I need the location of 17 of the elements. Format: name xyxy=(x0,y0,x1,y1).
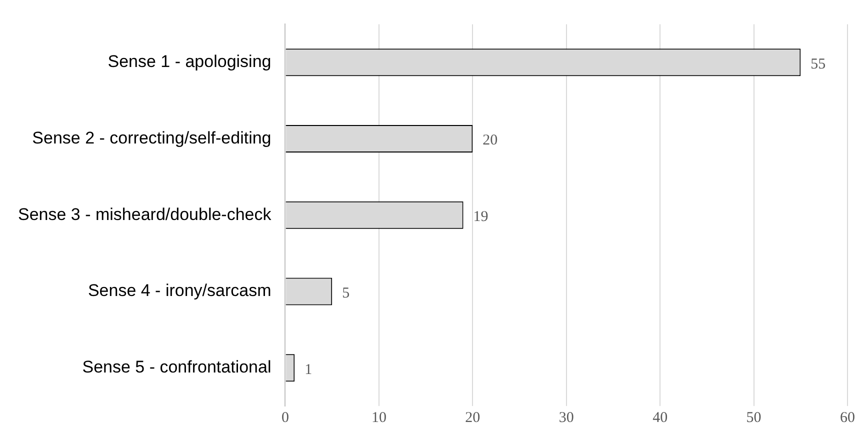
data-label: 5 xyxy=(342,285,350,302)
x-tick-label: 50 xyxy=(746,410,762,426)
x-tick-label: 60 xyxy=(840,410,855,426)
x-tick-label: 0 xyxy=(282,410,289,426)
y-tick-label: Sense 5 - confrontational xyxy=(82,358,272,377)
x-tick-label: 30 xyxy=(558,410,574,426)
x-tick-label: 10 xyxy=(371,410,386,426)
y-tick-label: Sense 3 - misheard/double-check xyxy=(18,204,272,224)
data-label: 1 xyxy=(304,362,312,378)
x-tick-label: 40 xyxy=(652,410,668,426)
data-label: 20 xyxy=(482,132,498,149)
y-tick-label: Sense 2 - correcting/self-editing xyxy=(32,128,272,148)
x-tick-label: 20 xyxy=(465,410,480,426)
y-tick-label: Sense 4 - irony/sarcasm xyxy=(88,281,272,300)
data-label: 55 xyxy=(810,56,826,72)
data-label: 19 xyxy=(473,209,488,226)
y-tick-label: Sense 1 - apologising xyxy=(108,52,272,72)
